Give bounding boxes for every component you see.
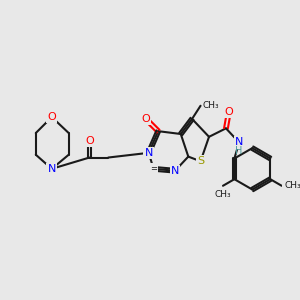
Text: CH₃: CH₃: [215, 190, 231, 200]
Text: S: S: [197, 156, 204, 166]
Text: O: O: [47, 112, 56, 122]
Text: O: O: [85, 136, 94, 146]
Text: O: O: [224, 107, 233, 117]
Text: N: N: [235, 137, 243, 148]
Text: =: =: [150, 164, 157, 173]
Text: CH₃: CH₃: [202, 101, 219, 110]
Text: N: N: [171, 166, 179, 176]
Text: N: N: [145, 148, 153, 158]
Text: O: O: [142, 114, 150, 124]
Text: CH₃: CH₃: [284, 181, 300, 190]
Text: H: H: [235, 146, 242, 156]
Text: N: N: [48, 164, 56, 174]
